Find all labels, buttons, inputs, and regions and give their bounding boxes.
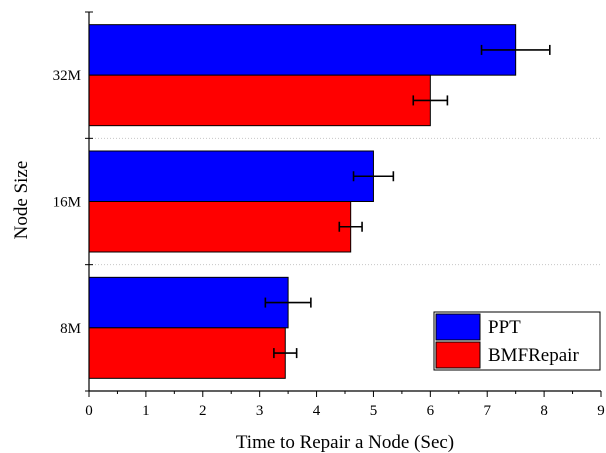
tick-labels-layer: 8M 16M 32M 0 1 2 3 4 5 6 7 8 9 [53, 68, 605, 419]
error-bar-ppt-16m [352, 171, 395, 182]
legend: PPT BMFRepair [433, 311, 601, 371]
error-bar-ppt-32m [480, 44, 551, 55]
error-bar-ppt-8m [264, 297, 312, 308]
category-separators [89, 137, 601, 266]
error-bar-bmfrepair-32m [412, 95, 449, 106]
y-tick-label: 8M [60, 321, 81, 337]
y-axis-title: Node Size [11, 161, 32, 240]
x-tick-label: 3 [256, 403, 264, 419]
bar-ppt-16m [88, 150, 374, 202]
x-tick-label: 5 [370, 403, 378, 419]
bar-bmfrepair-32m [88, 74, 431, 127]
error-bar-bmfrepair-16m [338, 221, 363, 232]
error-bars-layer [264, 44, 551, 359]
y-tick-label: 32M [53, 68, 81, 84]
error-bar-bmfrepair-8m [273, 348, 298, 359]
legend-label-ppt: PPT [488, 317, 521, 338]
x-tick-label: 0 [85, 403, 93, 419]
x-tick-label: 2 [199, 403, 207, 419]
axes-layer [85, 11, 602, 397]
legend-swatch-bmfrepair [435, 341, 481, 369]
legend-label-bmfrepair: BMFRepair [488, 345, 579, 366]
x-tick-label: 7 [483, 403, 491, 419]
x-axis-title: Time to Repair a Node (Sec) [236, 432, 454, 453]
legend-swatch-ppt [435, 313, 481, 341]
y-tick-label: 16M [53, 195, 81, 211]
bar-bmfrepair-8m [88, 327, 286, 379]
x-tick-label: 4 [313, 403, 321, 419]
x-tick-label: 8 [540, 403, 548, 419]
bar-ppt-32m [88, 24, 517, 76]
x-tick-label: 1 [142, 403, 150, 419]
bars-layer [88, 24, 517, 379]
bar-bmfrepair-16m [88, 201, 352, 253]
x-tick-label: 6 [427, 403, 435, 419]
bar-ppt-8m [88, 276, 289, 329]
x-tick-label: 9 [597, 403, 605, 419]
